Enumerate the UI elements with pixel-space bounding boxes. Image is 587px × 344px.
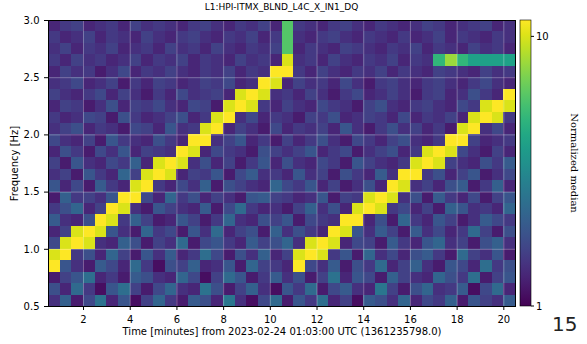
svg-text:0.5: 0.5 bbox=[24, 301, 40, 312]
svg-text:12: 12 bbox=[311, 314, 324, 325]
html-text:L1:HPI-ITMX_BLND_L4C_X_IN1_DQ: L1:HPI-ITMX_BLND_L4C_X_IN1_DQ bbox=[204, 2, 359, 12]
html-text:15: 15 bbox=[552, 312, 578, 336]
svg-text:Time [minutes] from 2023-02-24: Time [minutes] from 2023-02-24 01:03:00 … bbox=[122, 326, 442, 337]
svg-text:20: 20 bbox=[497, 314, 510, 325]
svg-text:2.0: 2.0 bbox=[24, 129, 40, 140]
svg-text:16: 16 bbox=[404, 314, 417, 325]
svg-text:3.0: 3.0 bbox=[24, 15, 40, 26]
svg-text:18: 18 bbox=[451, 314, 464, 325]
svg-text:1.0: 1.0 bbox=[24, 244, 40, 255]
svg-text:1: 1 bbox=[536, 301, 542, 312]
svg-text:1.5: 1.5 bbox=[24, 186, 40, 197]
svg-text:Normalized median: Normalized median bbox=[569, 113, 580, 213]
svg-text:14: 14 bbox=[357, 314, 370, 325]
svg-text:4: 4 bbox=[127, 314, 133, 325]
svg-text:10: 10 bbox=[264, 314, 277, 325]
svg-text:6: 6 bbox=[174, 314, 180, 325]
svg-text:2.5: 2.5 bbox=[24, 72, 40, 83]
svg-text:Frequency [Hz]: Frequency [Hz] bbox=[9, 126, 20, 202]
svg-text:10: 10 bbox=[536, 31, 549, 42]
svg-text:8: 8 bbox=[220, 314, 226, 325]
svg-text:2: 2 bbox=[80, 314, 86, 325]
